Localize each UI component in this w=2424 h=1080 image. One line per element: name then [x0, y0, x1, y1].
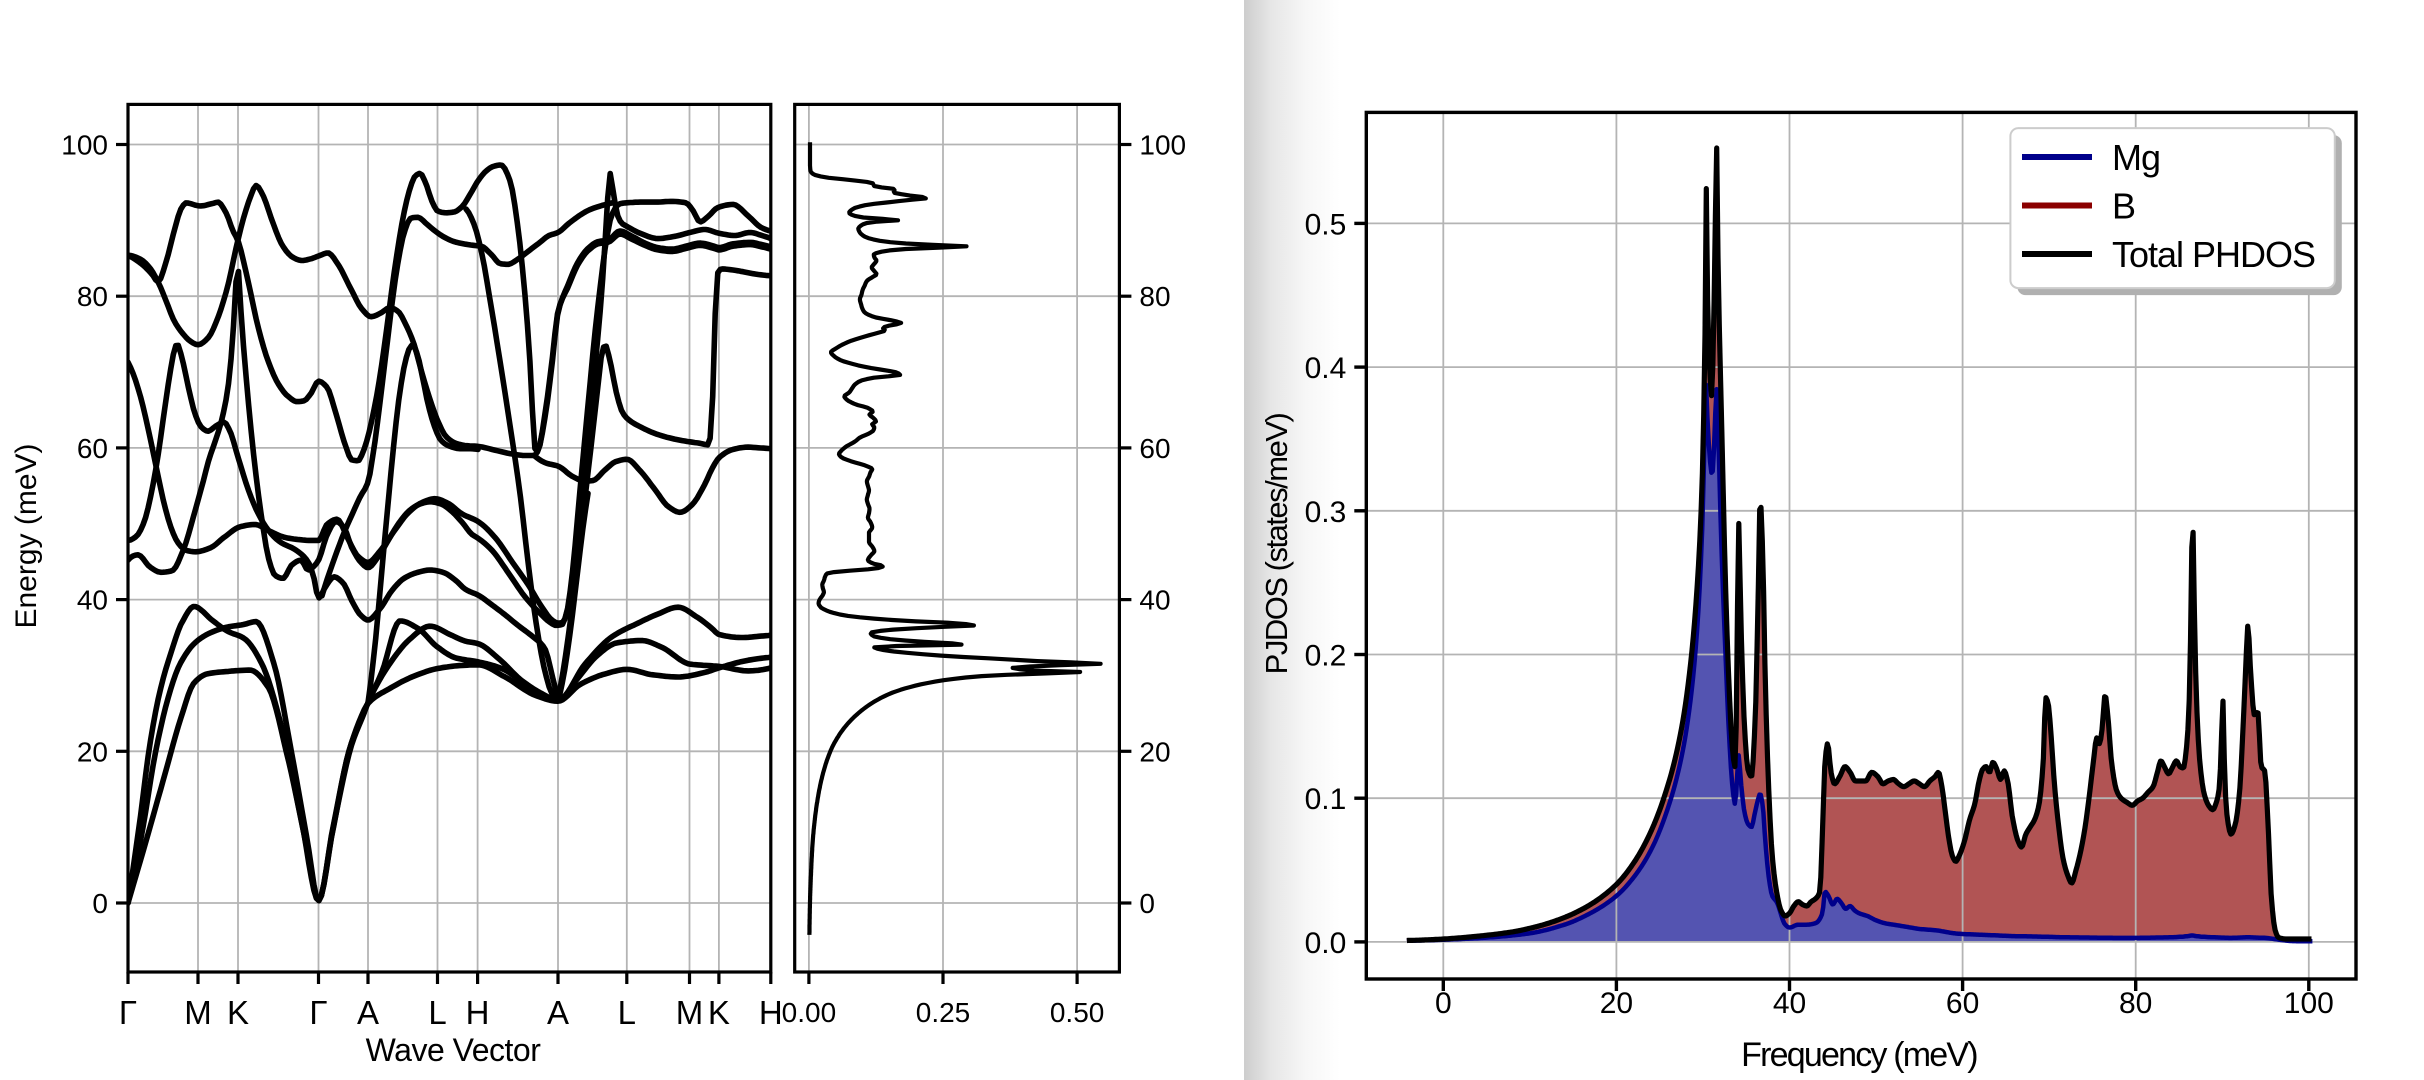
svg-text:0: 0 — [92, 888, 108, 919]
svg-text:K: K — [708, 994, 730, 1031]
svg-text:K: K — [227, 994, 249, 1031]
svg-text:100: 100 — [1139, 130, 1186, 161]
svg-text:0: 0 — [1139, 888, 1155, 919]
svg-text:Energy (meV): Energy (meV) — [10, 443, 43, 628]
svg-text:0.5: 0.5 — [1305, 208, 1347, 241]
svg-text:0.0: 0.0 — [1305, 927, 1347, 960]
svg-text:A: A — [357, 994, 379, 1031]
svg-text:Mg: Mg — [2112, 137, 2160, 178]
svg-text:20: 20 — [1139, 736, 1170, 767]
svg-text:100: 100 — [61, 130, 108, 161]
svg-text:40: 40 — [1139, 585, 1170, 616]
svg-text:80: 80 — [2119, 987, 2152, 1020]
svg-text:Γ: Γ — [309, 994, 327, 1031]
svg-text:Wave Vector: Wave Vector — [366, 1032, 542, 1068]
svg-text:H: H — [759, 994, 783, 1031]
svg-text:20: 20 — [77, 736, 108, 767]
svg-text:40: 40 — [1773, 987, 1806, 1020]
svg-text:Γ: Γ — [119, 994, 137, 1031]
svg-text:20: 20 — [1600, 987, 1633, 1020]
svg-text:60: 60 — [1946, 987, 1979, 1020]
svg-text:Total PHDOS: Total PHDOS — [2112, 234, 2315, 275]
svg-text:0.25: 0.25 — [916, 997, 971, 1028]
svg-text:PJDOS (states/meV): PJDOS (states/meV) — [1259, 413, 1294, 674]
svg-text:B: B — [2112, 186, 2135, 227]
svg-text:0.3: 0.3 — [1305, 496, 1347, 529]
svg-text:80: 80 — [1139, 281, 1170, 312]
svg-text:H: H — [466, 994, 490, 1031]
svg-text:M: M — [676, 994, 704, 1031]
svg-text:0.1: 0.1 — [1305, 783, 1347, 816]
svg-text:Frequency (meV): Frequency (meV) — [1741, 1036, 1977, 1074]
svg-text:0.50: 0.50 — [1050, 997, 1105, 1028]
svg-text:0.4: 0.4 — [1305, 352, 1347, 385]
svg-text:M: M — [184, 994, 212, 1031]
svg-text:L: L — [428, 994, 446, 1031]
svg-text:60: 60 — [1139, 433, 1170, 464]
svg-text:0: 0 — [1435, 987, 1452, 1020]
svg-text:0.00: 0.00 — [782, 997, 837, 1028]
svg-text:0.2: 0.2 — [1305, 640, 1347, 673]
svg-text:60: 60 — [77, 433, 108, 464]
svg-text:100: 100 — [2284, 987, 2334, 1020]
svg-text:L: L — [618, 994, 636, 1031]
svg-text:40: 40 — [77, 585, 108, 616]
svg-text:80: 80 — [77, 281, 108, 312]
svg-text:A: A — [547, 994, 569, 1031]
